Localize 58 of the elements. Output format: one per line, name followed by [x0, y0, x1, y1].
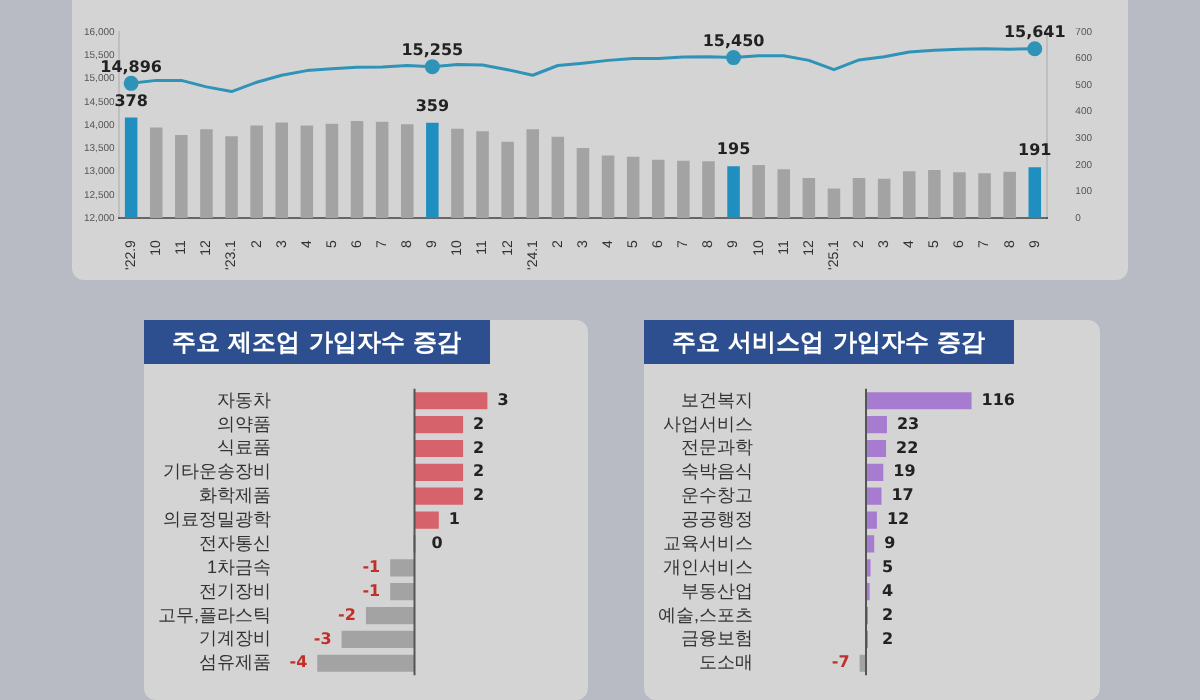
- y-tick-label: 보건복지: [681, 389, 753, 410]
- y-tick-label: 섬유제품: [199, 652, 271, 673]
- y-tick-label: 전자통신: [199, 532, 271, 553]
- data-label: 116: [981, 390, 1016, 409]
- data-label: 5: [882, 557, 894, 576]
- y-tick-label: 운수창고: [681, 485, 753, 506]
- data-label: -7: [831, 653, 850, 672]
- y-tick-label: 고무,플라스틱: [157, 604, 271, 625]
- y-tick-label: 자동차: [217, 389, 271, 410]
- data-label: -3: [313, 629, 332, 648]
- data-label: 4: [882, 581, 894, 600]
- y-tick-label: 1차금속: [206, 556, 271, 577]
- data-label: -1: [362, 581, 382, 600]
- data-label: 378: [114, 91, 149, 110]
- data-label: 2: [473, 414, 485, 433]
- data-label: 2: [473, 438, 485, 457]
- data-label: 2: [882, 629, 894, 648]
- data-label: 2: [473, 486, 485, 505]
- y-tick-label: 의약품: [217, 413, 271, 434]
- data-label: 22: [896, 438, 919, 457]
- data-label: 3: [497, 390, 509, 409]
- data-label: 17: [891, 486, 914, 505]
- y-tick-label: 공공행정: [681, 509, 753, 530]
- y-tick-label: 식료품: [217, 437, 271, 458]
- y-tick-label: 교육서비스: [663, 532, 753, 553]
- y-tick-label: 전문과학: [681, 437, 753, 458]
- data-label: -1: [362, 557, 382, 576]
- y-tick-label: 예술,스포츠: [657, 604, 753, 625]
- data-label: -2: [338, 605, 356, 624]
- data-label: -4: [289, 653, 309, 672]
- y-tick-label: 금융보험: [681, 628, 753, 649]
- data-label: 0: [431, 534, 444, 553]
- y-tick-label: 전기장비: [199, 580, 271, 601]
- y-tick-label: 도소매: [699, 652, 753, 673]
- data-label: 15,641: [1003, 22, 1067, 41]
- y-tick-label: 숙박음식: [681, 461, 753, 482]
- data-label: 2: [473, 462, 485, 481]
- data-label: 12: [886, 510, 910, 529]
- y-tick-label: 기타운송장비: [163, 461, 271, 482]
- y-tick-label: 부동산업: [681, 580, 753, 601]
- y-tick-label: 개인서비스: [663, 556, 753, 577]
- chart-title: 주요 서비스업 가입자수 증감: [644, 320, 1014, 364]
- y-tick-label: 기계장비: [199, 628, 271, 649]
- y-tick-label: 화학제품: [199, 485, 271, 506]
- data-label: 2: [882, 605, 894, 624]
- data-label: 195: [716, 140, 752, 159]
- data-label: 15,450: [702, 31, 766, 50]
- data-label: 191: [1018, 141, 1053, 160]
- data-label: 9: [884, 534, 897, 553]
- data-label: 1: [448, 510, 461, 529]
- data-label: 19: [893, 462, 917, 481]
- data-label: 23: [896, 414, 920, 433]
- data-label: 15,255: [401, 40, 465, 59]
- data-label: 359: [415, 96, 450, 115]
- data-label: 14,896: [100, 57, 163, 76]
- chart-title: 주요 제조업 가입자수 증감: [144, 320, 490, 364]
- y-tick-label: 사업서비스: [663, 413, 753, 434]
- y-tick-label: 의료정밀광학: [163, 509, 271, 530]
